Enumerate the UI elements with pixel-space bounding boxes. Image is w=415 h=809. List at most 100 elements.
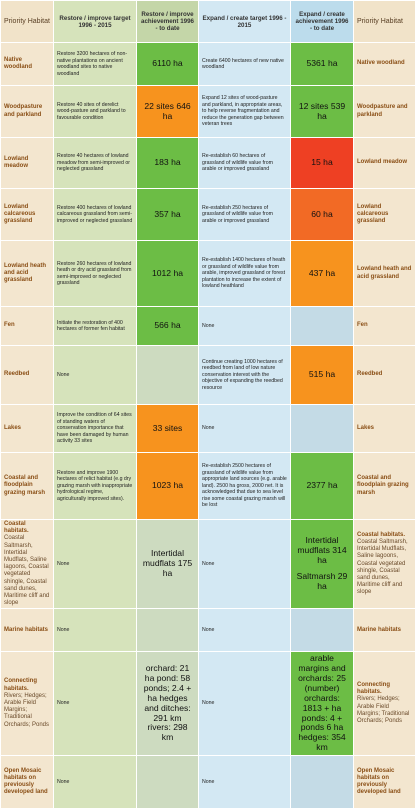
header-cell: Restore / improve achievement 1996 - to … [137,1,199,43]
habitat-name: Native woodland [4,57,32,70]
habitat-cell: Open Mosaic habitats on previously devel… [1,756,54,809]
achievement-cell: orchard: 21 ha pond: 58 ponds; 2.4 + ha … [137,652,199,756]
expand-target: Continue creating 1000 hectares of reedb… [199,346,291,405]
habitat-cell: Lowland meadow [354,138,415,189]
achievement-cell [291,756,354,809]
habitat-cell: Native woodland [354,43,415,86]
achievement-cell: 1023 ha [137,453,199,520]
achievement-text: 60 ha [295,210,349,220]
header-cell: Expand / create target 1996 - 2015 [199,1,291,43]
achievement-text: 437 ha [295,269,349,279]
habitat-detail: Rivers; Hedges; Arable Field Margins; Tr… [4,693,50,729]
habitat-cell: Lakes [1,405,54,453]
expand-target: Expand 12 sites of wood-pasture and park… [199,86,291,138]
expand-target: None [199,520,291,609]
header-cell: Priority Habitat [1,1,54,43]
expand-target: Re-establish 1400 hectares of heath or g… [199,241,291,307]
habitat-cell: Marine habitats [354,609,415,652]
achievement-cell: 566 ha [137,307,199,346]
achievement-cell: arable margins and orchards: 25 (number)… [291,652,354,756]
habitat-name: Lowland heath and acid grassland [4,263,46,283]
achievement-text: 566 ha [141,321,194,331]
habitat-cell: Native woodland [1,43,54,86]
achievement-text: 6110 ha [141,59,194,69]
expand-target: None [199,652,291,756]
restore-target: None [54,652,137,756]
achievement-cell [137,756,199,809]
habitat-name: Coastal and floodplain grazing marsh [4,475,45,495]
achievement-cell: 183 ha [137,138,199,189]
habitat-cell: Lowland calcareous grassland [354,189,415,241]
achievement-text: 5361 ha [295,59,349,69]
restore-target: Improve the condition of 64 sites of sta… [54,405,137,453]
expand-target: None [199,307,291,346]
habitat-name: Coastal habitats. [357,532,405,538]
habitat-name: Connecting habitats. [357,682,390,695]
achievement-text: 1023 ha [141,481,194,491]
achievement-text: 33 sites [141,424,194,434]
habitat-cell: Coastal and floodplain grazing marsh [354,453,415,520]
achievement-text: 12 sites 539 ha [295,102,349,122]
achievement-cell: 5361 ha [291,43,354,86]
habitat-row: Coastal habitats.Coastal Saltmarsh, Inte… [1,520,415,609]
achievement-cell: 2377 ha [291,453,354,520]
habitat-cell: Reedbed [354,346,415,405]
achievement-text: 183 ha [141,158,194,168]
achievement-cell: Intertidal mudflats 175 ha [137,520,199,609]
expand-target: Re-establish 250 hectares of grassland o… [199,189,291,241]
habitat-cell: Marine habitats [1,609,54,652]
habitat-row: Open Mosaic habitats on previously devel… [1,756,415,809]
achievement-text: 357 ha [141,210,194,220]
header-cell: Expand / create achievement 1996 - to da… [291,1,354,43]
habitat-name: Lowland calcareous grassland [357,204,388,224]
habitat-name: Lowland meadow [357,159,407,165]
habitat-name: Lowland heath and acid grassland [357,266,411,279]
achievement-text: 22 sites 646 ha [141,102,194,122]
habitat-cell: Lowland heath and acid grassland [354,241,415,307]
habitat-cell: Lowland meadow [1,138,54,189]
habitat-cell: Lakes [354,405,415,453]
habitat-cell: Lowland heath and acid grassland [1,241,54,307]
achievement-cell: 6110 ha [137,43,199,86]
achievement-cell: 15 ha [291,138,354,189]
habitat-cell: Open Mosaic habitats on previously devel… [354,756,415,809]
achievement-cell: 22 sites 646 ha [137,86,199,138]
habitat-cell: Connecting habitats. Rivers; Hedges; Arab… [1,652,54,756]
habitat-name: Fen [357,322,368,328]
habitat-name: Marine habitats [357,627,401,633]
habitat-name: Marine habitats [4,627,48,633]
restore-target: None [54,520,137,609]
habitat-name: Connecting habitats. [4,678,37,691]
achievement-text: orchard: 21 ha pond: 58 ponds; 2.4 + ha … [141,664,194,743]
habitat-row: Coastal and floodplain grazing marsh Rest… [1,453,415,520]
habitat-name: Woodpasture and parkland [4,104,42,117]
habitat-name: Woodpasture and parkland [357,104,408,117]
header-cell: Priority Habitat [354,1,415,43]
restore-target: Restore and improve 1900 hectares of rel… [54,453,137,520]
habitat-name: Reedbed [4,371,29,377]
habitat-name: Open Mosaic habitats on previously devel… [4,768,48,796]
habitat-row: Woodpasture and parkland Restore 40 sites… [1,86,415,138]
achievement-cell: 33 sites [137,405,199,453]
achievement-cell: 437 ha [291,241,354,307]
expand-target: Re-establish 60 hectares of grassland of… [199,138,291,189]
achievement-cell: 12 sites 539 ha [291,86,354,138]
restore-target: Restore 40 sites of derelict wood-pastur… [54,86,137,138]
habitat-name: Native woodland [357,60,405,66]
habitat-name: Lowland calcareous grassland [4,204,35,224]
achievement-text: 515 ha [295,370,349,380]
achievement-text: arable margins and orchards: 25 (number)… [295,654,349,753]
habitat-detail: Rivers; Hedges; Arable Field Margins; Tr… [357,696,412,725]
achievement-text: Saltmarsh 29 ha [295,572,349,592]
habitat-cell: Fen [1,307,54,346]
achievement-cell [291,405,354,453]
achievement-cell [291,307,354,346]
restore-target: Restore 3200 hectares of non-native plan… [54,43,137,86]
achievement-cell: 60 ha [291,189,354,241]
habitat-row: Connecting habitats.Rivers; Hedges; Arab… [1,652,415,756]
achievement-cell: 1012 ha [137,241,199,307]
